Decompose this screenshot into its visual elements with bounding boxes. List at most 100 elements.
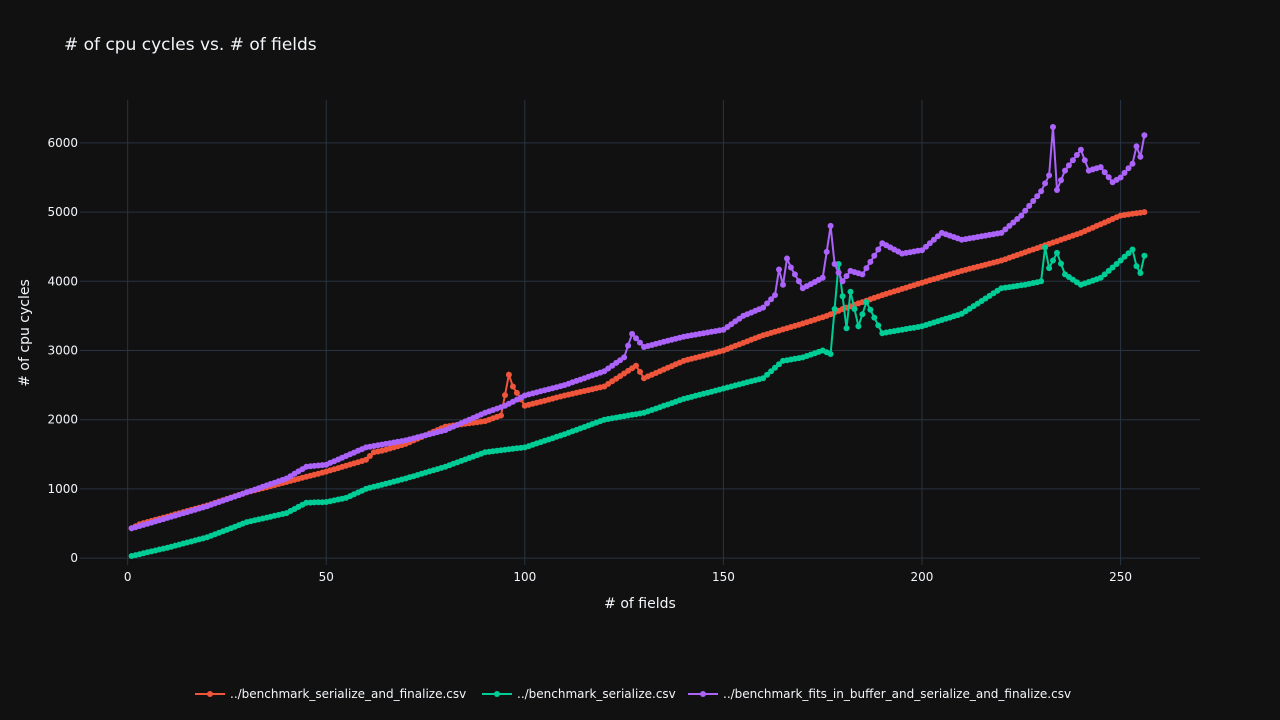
data-point <box>1129 246 1136 253</box>
data-point <box>827 351 834 357</box>
legend-label: ../benchmark_serialize.csv <box>517 687 676 701</box>
data-point <box>1141 252 1148 259</box>
data-point <box>1073 152 1080 158</box>
y-tick-label: 3000 <box>47 343 78 357</box>
data-point <box>1097 164 1104 171</box>
data-point <box>839 293 846 300</box>
data-point <box>1054 187 1060 193</box>
legend-item[interactable]: ../benchmark_fits_in_buffer_and_serializ… <box>688 687 1071 701</box>
data-point <box>867 306 874 313</box>
data-point <box>363 456 369 463</box>
data-point <box>764 371 771 378</box>
y-tick-label: 5000 <box>47 205 78 219</box>
data-point <box>875 322 882 329</box>
data-point <box>859 311 866 318</box>
data-point <box>1081 157 1088 164</box>
data-point <box>1050 257 1056 264</box>
data-point <box>760 304 767 311</box>
data-point <box>839 278 846 285</box>
x-axis-title: # of fields <box>604 596 676 612</box>
data-point <box>819 274 826 281</box>
legend-label: ../benchmark_serialize_and_finalize.csv <box>230 687 466 701</box>
data-point <box>831 261 838 267</box>
data-point <box>787 264 794 271</box>
data-point <box>791 271 798 278</box>
data-point <box>1133 263 1140 270</box>
data-point <box>1034 193 1041 200</box>
data-point <box>827 222 834 229</box>
data-point <box>1046 265 1053 272</box>
data-point <box>1101 271 1108 278</box>
y-axis-title: # of cpu cycles <box>17 279 33 387</box>
data-point <box>772 292 778 299</box>
data-point <box>1117 174 1124 181</box>
data-point <box>1129 160 1136 167</box>
x-tick-label: 250 <box>1109 570 1132 584</box>
data-point <box>871 252 878 259</box>
data-point <box>1002 226 1009 233</box>
data-point <box>1117 257 1124 264</box>
data-point <box>1038 188 1045 195</box>
data-point <box>1058 177 1064 184</box>
y-tick-label: 1000 <box>47 482 78 496</box>
data-point <box>1121 169 1128 176</box>
data-point <box>863 265 870 272</box>
y-tick-label: 4000 <box>47 274 78 288</box>
data-point <box>1042 244 1049 251</box>
series-1 <box>128 209 1148 532</box>
data-point <box>764 300 771 307</box>
data-point <box>1113 261 1120 267</box>
data-point <box>1062 167 1068 174</box>
data-point <box>366 453 373 459</box>
data-point <box>768 296 775 303</box>
data-point <box>633 362 639 369</box>
data-point <box>1125 165 1132 172</box>
data-point <box>795 278 802 285</box>
data-point <box>780 281 786 288</box>
legend-item[interactable]: ../benchmark_serialize.csv <box>482 687 676 701</box>
x-tick-label: 100 <box>513 570 536 584</box>
legend-swatch-marker <box>494 691 500 697</box>
data-point <box>1018 212 1025 219</box>
series-2 <box>128 244 1148 559</box>
data-point <box>784 255 790 262</box>
data-point <box>919 247 925 254</box>
data-point <box>1141 132 1148 139</box>
data-point <box>1121 253 1128 260</box>
data-point <box>498 412 504 419</box>
legend[interactable]: ../benchmark_serialize_and_finalize.csv.… <box>195 687 1071 701</box>
data-point <box>1101 169 1108 176</box>
data-point <box>871 314 878 321</box>
data-point <box>934 233 941 240</box>
data-point <box>867 258 874 265</box>
data-point <box>1125 250 1132 257</box>
legend-item[interactable]: ../benchmark_serialize_and_finalize.csv <box>195 687 466 701</box>
data-point <box>1030 198 1037 204</box>
data-point <box>1026 202 1033 209</box>
data-point <box>835 269 842 276</box>
data-point <box>1050 124 1056 130</box>
data-point <box>760 375 767 382</box>
plot-area <box>128 124 1148 559</box>
data-point <box>513 389 520 396</box>
series-3 <box>128 124 1148 532</box>
y-tick-label: 0 <box>70 551 78 565</box>
data-point <box>1042 180 1049 187</box>
x-tick-label: 200 <box>911 570 934 584</box>
legend-swatch-marker <box>207 691 213 697</box>
data-point <box>1105 174 1112 181</box>
data-point <box>1069 157 1076 164</box>
data-point <box>998 229 1005 236</box>
series-line <box>131 126 1146 530</box>
data-point <box>843 325 850 332</box>
legend-label: ../benchmark_fits_in_buffer_and_serializ… <box>723 687 1071 701</box>
data-point <box>1109 264 1116 271</box>
data-point <box>863 299 870 306</box>
data-point <box>633 335 639 342</box>
data-point <box>505 371 512 378</box>
data-point <box>1010 219 1017 226</box>
data-point <box>851 306 858 312</box>
data-point <box>768 368 775 375</box>
data-point <box>1097 274 1104 281</box>
